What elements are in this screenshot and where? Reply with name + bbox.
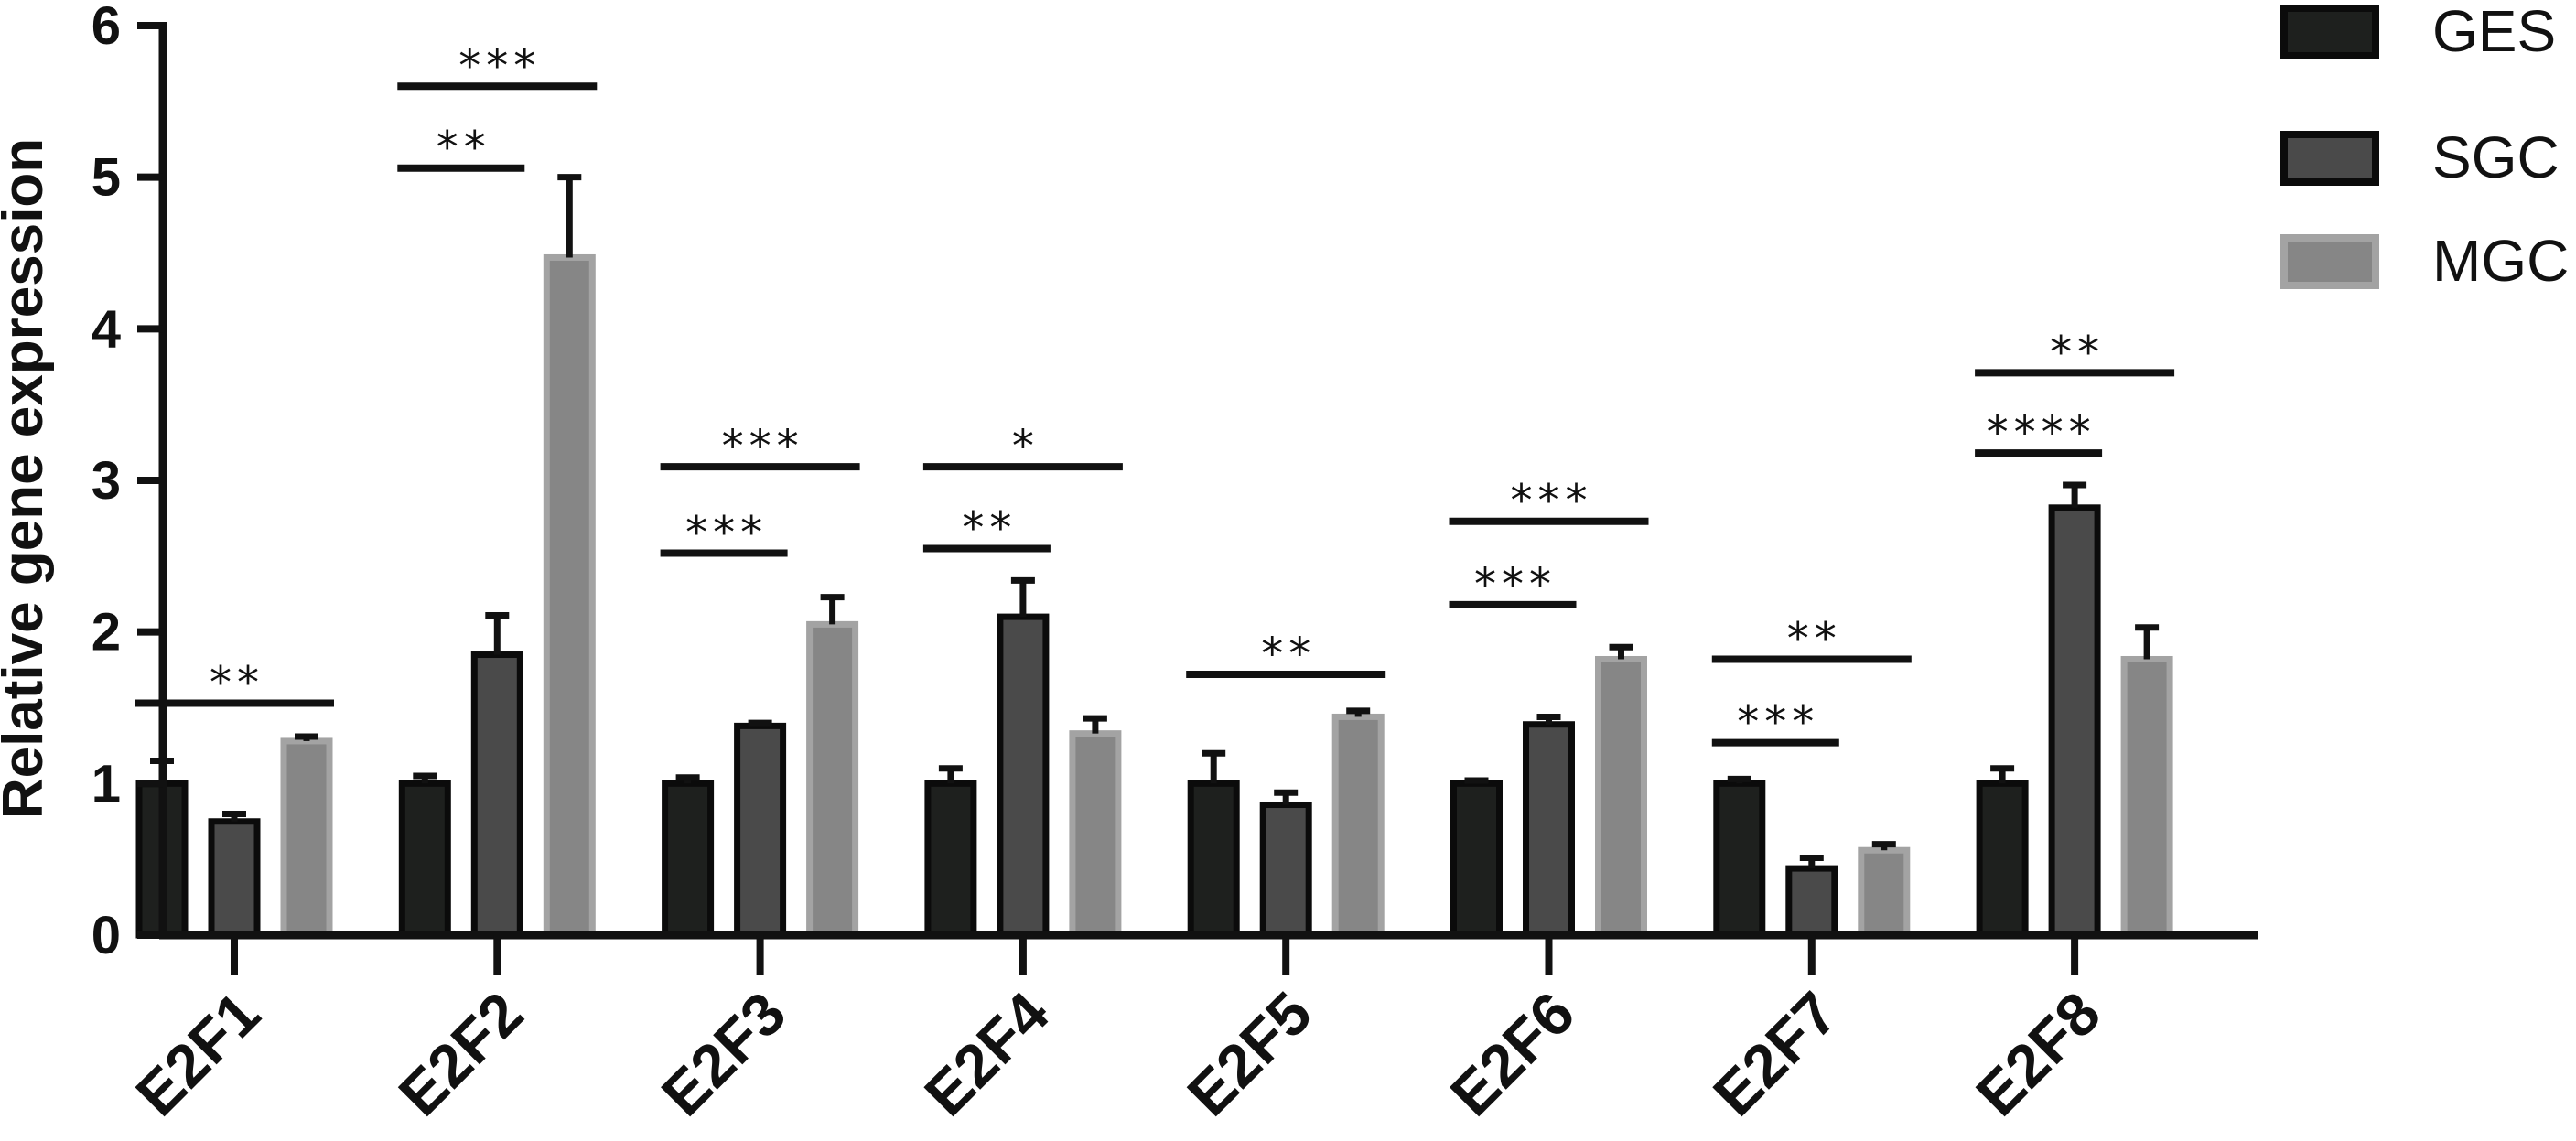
bar-ges-e2f2: [398, 780, 451, 939]
bar-sgc-e2f7: [1785, 865, 1838, 939]
bar-sgc-e2f2: [470, 651, 523, 939]
bar-mgc-e2f7: [1858, 846, 1911, 939]
significance-label-11: ***: [1737, 697, 1819, 748]
legend-label-mgc: MGC: [2432, 228, 2569, 294]
y-tick-label-5: 5: [92, 148, 121, 208]
y-tick-label-0: 0: [92, 906, 121, 965]
legend-label-ges: GES: [2432, 0, 2556, 64]
legend: GES SGC MGC: [2280, 0, 2569, 294]
significance-label-1: **: [210, 658, 264, 709]
legend-swatch-sgc: [2280, 131, 2379, 186]
significance-label-5: ***: [722, 421, 804, 472]
bar-ges-e2f7: [1713, 780, 1766, 939]
bar-ges-e2f5: [1187, 780, 1240, 939]
ticks-layer: 0 1 2 3 4 5 6 E2F1 E2F2 E2F3 E2F4 E2F5 E2F6 E2F7 E2F8: [92, 0, 2113, 1128]
bar-mgc-e2f4: [1069, 730, 1122, 939]
y-axis-label: Relative gene expression: [0, 138, 55, 819]
bar-sgc-e2f4: [997, 613, 1050, 939]
x-tick-label-e2f2: E2F2: [385, 979, 535, 1129]
legend-label-sgc: SGC: [2432, 124, 2560, 190]
x-tick-label-e2f1: E2F1: [123, 979, 273, 1129]
bars-layer: [135, 253, 2173, 939]
significance-label-8: **: [1261, 629, 1316, 680]
legend-swatch-mgc: [2280, 234, 2379, 289]
bar-mgc-e2f1: [280, 737, 333, 939]
bar-ges-e2f8: [1976, 780, 2029, 939]
significance-label-2: **: [437, 123, 491, 174]
y-tick-label-6: 6: [92, 0, 121, 56]
bar-sgc-e2f5: [1259, 802, 1312, 939]
significance-label-10: ***: [1511, 476, 1593, 527]
y-tick-label-2: 2: [92, 603, 121, 662]
significance-label-14: **: [2050, 327, 2105, 378]
legend-swatch-ges: [2280, 5, 2379, 59]
bar-mgc-e2f2: [543, 253, 596, 939]
significance-label-6: **: [962, 503, 1017, 554]
y-tick-label-4: 4: [92, 299, 121, 359]
x-tick-label-e2f8: E2F8: [1963, 979, 2113, 1129]
bar-sgc-e2f6: [1523, 721, 1575, 939]
bar-mgc-e2f3: [806, 620, 859, 939]
x-tick-label-e2f5: E2F5: [1174, 979, 1324, 1129]
x-tick-label-e2f4: E2F4: [911, 978, 1062, 1128]
bar-mgc-e2f8: [2120, 655, 2173, 939]
bar-mgc-e2f5: [1331, 713, 1385, 939]
significance-layer: ***********************************: [135, 40, 2175, 748]
error-bars-layer: [150, 174, 2160, 869]
x-tick-label-e2f3: E2F3: [649, 979, 799, 1129]
x-tick-label-e2f7: E2F7: [1700, 979, 1850, 1129]
significance-label-12: **: [1787, 613, 1842, 664]
significance-label-3: ***: [458, 40, 541, 91]
bar-mgc-e2f6: [1595, 655, 1647, 939]
y-tick-label-3: 3: [92, 451, 121, 511]
significance-label-7: *: [1012, 421, 1040, 472]
bar-ges-e2f4: [924, 780, 977, 939]
significance-label-13: ****: [1987, 407, 2096, 458]
significance-label-4: ***: [685, 508, 768, 559]
bar-ges-e2f3: [662, 780, 715, 939]
bar-sgc-e2f3: [734, 722, 787, 939]
bar-sgc-e2f1: [208, 818, 261, 939]
y-tick-label-1: 1: [92, 754, 121, 813]
bar-sgc-e2f8: [2048, 504, 2101, 939]
x-tick-label-e2f6: E2F6: [1438, 979, 1588, 1129]
significance-label-9: ***: [1474, 559, 1557, 610]
bar-ges-e2f6: [1450, 780, 1503, 939]
